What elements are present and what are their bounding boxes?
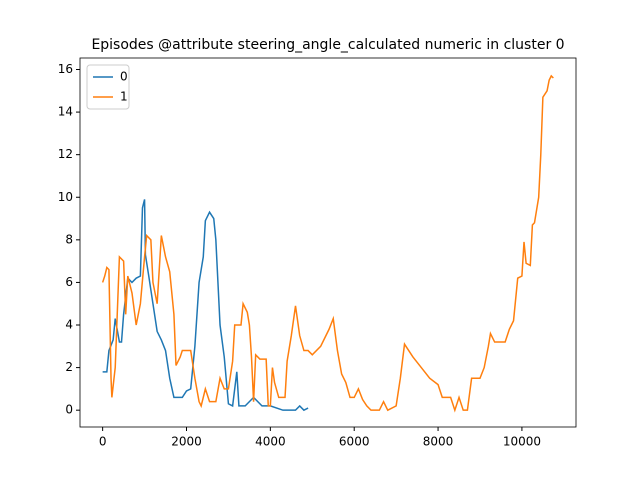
x-tick-label: 10000: [503, 435, 541, 449]
x-tick-label: 2000: [171, 435, 202, 449]
y-tick-label: 4: [65, 318, 73, 332]
y-tick-label: 10: [58, 190, 73, 204]
line-series: [101, 74, 554, 413]
legend-box: [86, 64, 130, 110]
y-tick-label: 12: [58, 147, 73, 161]
y-tick-label: 14: [58, 105, 73, 119]
x-tick-label: 4000: [255, 435, 286, 449]
y-tick-label: 2: [65, 360, 73, 374]
plot-frame: [79, 57, 577, 428]
x-tick-label: 6000: [339, 435, 370, 449]
y-tick-label: 16: [58, 62, 73, 76]
x-tick-label: 8000: [423, 435, 454, 449]
y-tick-label: 0: [65, 403, 73, 417]
y-tick-label: 6: [65, 275, 73, 289]
legend-label: 0: [120, 70, 128, 84]
chart-title: Episodes @attribute steering_angle_calcu…: [91, 37, 564, 53]
y-tick-label: 8: [65, 232, 73, 246]
legend-label: 1: [120, 90, 128, 104]
x-tick-label: 0: [99, 435, 107, 449]
